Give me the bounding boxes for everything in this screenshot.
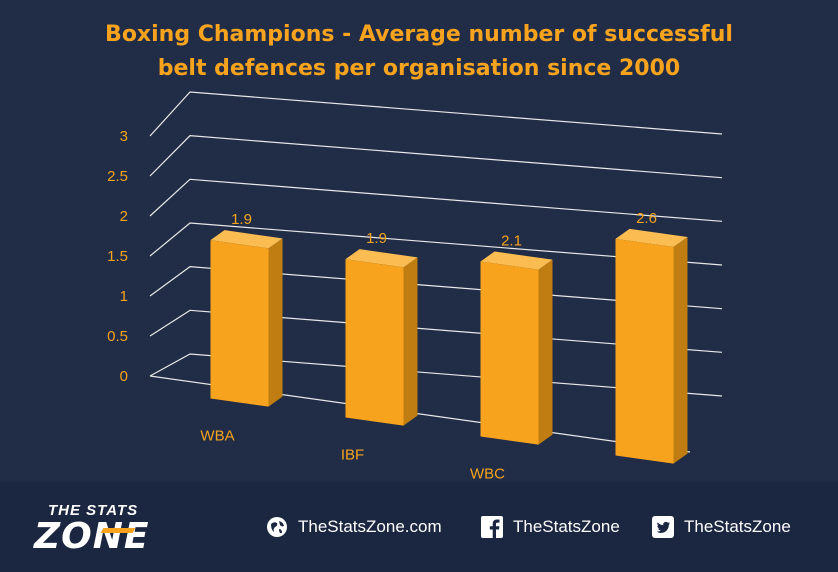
bar-top <box>615 228 688 248</box>
twitter-text: TheStatsZone <box>684 517 791 536</box>
globe-icon <box>267 517 287 537</box>
y-tick-label: 2.5 <box>107 168 128 185</box>
twitter-link[interactable]: TheStatsZone <box>652 513 791 541</box>
stats-zone-logo[interactable]: THE STATS ZONE <box>30 498 180 558</box>
chart-title: Boxing Champions - Average number of suc… <box>105 22 733 81</box>
bar-side <box>403 257 418 426</box>
gridline <box>149 178 723 222</box>
facebook-text: TheStatsZone <box>513 517 620 536</box>
y-tick-label: 1 <box>120 288 128 305</box>
bar <box>480 261 539 445</box>
y-tick-label: 1.5 <box>107 248 128 265</box>
gridline <box>149 222 723 266</box>
bar-top <box>480 251 553 270</box>
logo-stripe <box>100 528 136 533</box>
facebook-link[interactable]: TheStatsZone <box>481 513 620 541</box>
bar-side <box>673 237 688 464</box>
bar-side <box>538 259 553 445</box>
bar <box>615 238 674 464</box>
footer <box>0 482 838 572</box>
y-tick-label: 2 <box>120 208 128 225</box>
bar-top <box>345 249 418 268</box>
website-link[interactable]: TheStatsZone.com <box>266 513 442 541</box>
y-tick-label: 3 <box>120 128 128 145</box>
data-label: 2.6 <box>636 210 657 227</box>
data-label: 1.9 <box>366 230 387 247</box>
gridline <box>149 135 723 179</box>
bar-side <box>268 238 283 407</box>
logo-top-text: THE STATS <box>48 502 139 519</box>
y-tick-label: 0.5 <box>107 328 128 345</box>
x-tick-label: WBC <box>470 466 505 482</box>
bar-top <box>210 230 283 249</box>
data-label: 2.1 <box>501 233 522 250</box>
twitter-icon <box>652 516 674 538</box>
logo-main-text: ZONE <box>34 516 150 557</box>
x-tick-label: IBF <box>341 447 364 464</box>
data-label: 1.9 <box>231 211 252 228</box>
chart-panel: Boxing Champions - Average number of suc… <box>105 22 733 482</box>
x-tick-label: WBA <box>200 428 234 445</box>
website-text: TheStatsZone.com <box>298 517 442 536</box>
facebook-icon <box>481 516 503 538</box>
bar <box>210 240 269 407</box>
y-tick-label: 0 <box>120 368 128 385</box>
gridline <box>149 91 723 137</box>
bar <box>345 259 404 426</box>
